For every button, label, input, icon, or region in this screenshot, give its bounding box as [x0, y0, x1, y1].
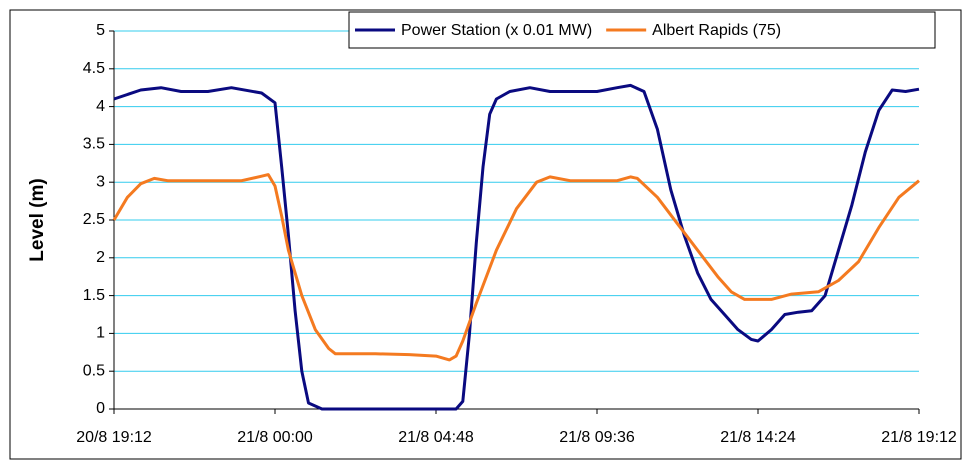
- x-tick-label: 21/8 00:00: [237, 429, 313, 446]
- y-tick-label: 1: [96, 325, 105, 342]
- y-axis-label: Level (m): [27, 178, 48, 261]
- legend-label: Power Station (x 0.01 MW): [401, 22, 592, 39]
- x-tick-label: 21/8 14:24: [720, 429, 796, 446]
- y-tick-label: 4: [96, 98, 105, 115]
- y-tick-label: 1.5: [83, 287, 105, 304]
- series-line: [112, 173, 920, 362]
- series-line: [113, 83, 920, 411]
- x-tick-label: 21/8 19:12: [881, 429, 957, 446]
- x-tick-label: 21/8 04:48: [398, 429, 474, 446]
- y-tick-label: 0.5: [83, 362, 105, 379]
- y-tick-label: 2.5: [83, 211, 105, 228]
- y-tick-label: 4.5: [83, 60, 105, 77]
- chart-frame: [9, 9, 962, 460]
- y-tick-label: 5: [96, 22, 105, 39]
- y-tick-label: 0: [96, 400, 105, 417]
- y-tick-label: 3: [96, 173, 105, 190]
- x-tick-label: 20/8 19:12: [76, 429, 152, 446]
- x-tick-label: 21/8 09:36: [559, 429, 635, 446]
- y-tick-label: 3.5: [83, 136, 105, 153]
- y-tick-label: 2: [96, 249, 105, 266]
- legend-label: Albert Rapids (75): [652, 22, 781, 39]
